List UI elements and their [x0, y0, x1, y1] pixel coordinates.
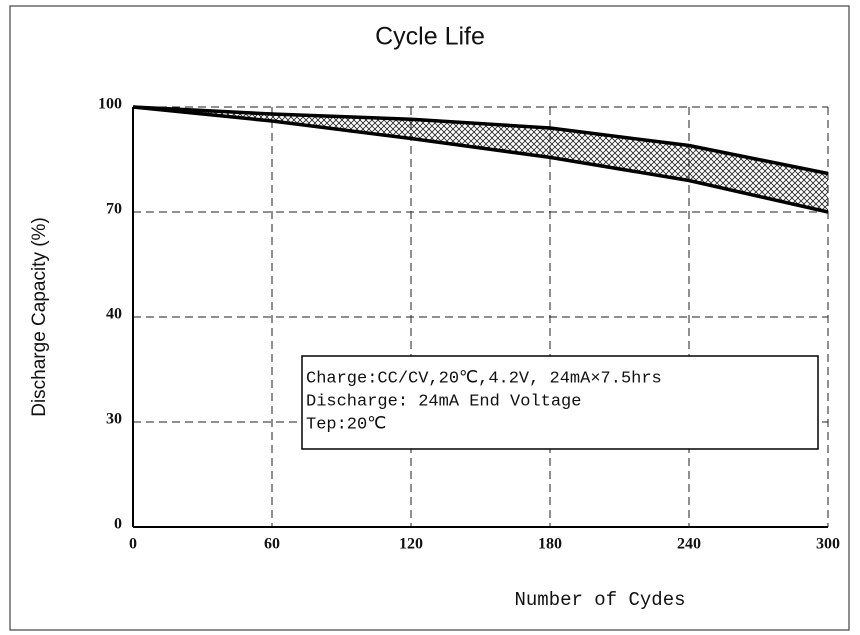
- y-tick-label: 30: [106, 411, 122, 428]
- annotation-text: Tep:20℃: [306, 415, 386, 434]
- x-tick-label: 240: [677, 536, 701, 553]
- y-axis-label: Discharge Capacity (%): [29, 217, 50, 417]
- x-axis-label: Number of Cydes: [514, 589, 685, 611]
- annotation-text: Charge:CC/CV,20℃,4.2V, 24mA×7.5hrs: [306, 369, 662, 388]
- y-tick-label: 40: [106, 306, 122, 323]
- x-tick-label: 60: [264, 536, 280, 553]
- annotation-box: [301, 355, 819, 450]
- x-tick-label: 0: [129, 536, 137, 553]
- y-tick-label: 100: [98, 96, 122, 113]
- x-tick-label: 120: [399, 536, 423, 553]
- line: [132, 105, 829, 214]
- y-tick-label: 70: [106, 201, 122, 218]
- y-tick-label: 0: [114, 516, 122, 533]
- band-fill: [133, 107, 828, 212]
- x-tick-label: 180: [538, 536, 562, 553]
- chart-title: Cycle Life: [375, 23, 485, 51]
- annotation-text: Discharge: 24mA End Voltage: [306, 392, 581, 411]
- line: [132, 105, 829, 176]
- x-tick-label: 300: [816, 536, 840, 553]
- frame: [9, 5, 850, 631]
